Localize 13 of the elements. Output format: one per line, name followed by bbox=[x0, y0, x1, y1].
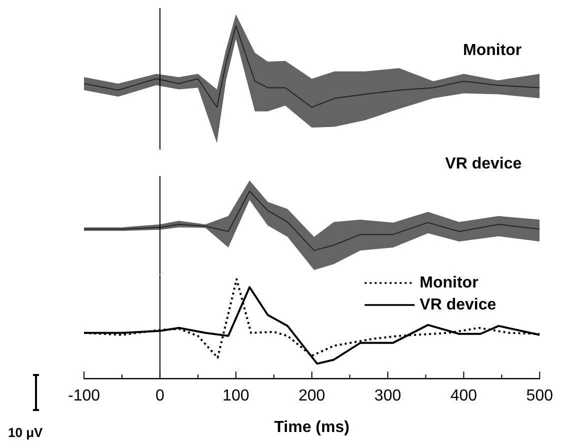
legend-label: Monitor bbox=[420, 274, 478, 292]
x-tick-label: -100 bbox=[68, 388, 100, 405]
x-tick-label: 200 bbox=[298, 388, 326, 405]
x-tick-label: 100 bbox=[222, 388, 250, 405]
text: 10 μV bbox=[8, 425, 44, 440]
x-tick-label: 500 bbox=[526, 388, 554, 405]
x-tick-label: 0 bbox=[155, 388, 164, 405]
legend-label: VR device bbox=[420, 296, 496, 314]
text: VR device bbox=[445, 155, 522, 172]
x-tick-label: 400 bbox=[450, 388, 478, 405]
x-tick-label: 300 bbox=[374, 388, 402, 405]
series-label: Monitor bbox=[462, 42, 522, 59]
x-axis-title: Time (ms) bbox=[274, 418, 350, 436]
